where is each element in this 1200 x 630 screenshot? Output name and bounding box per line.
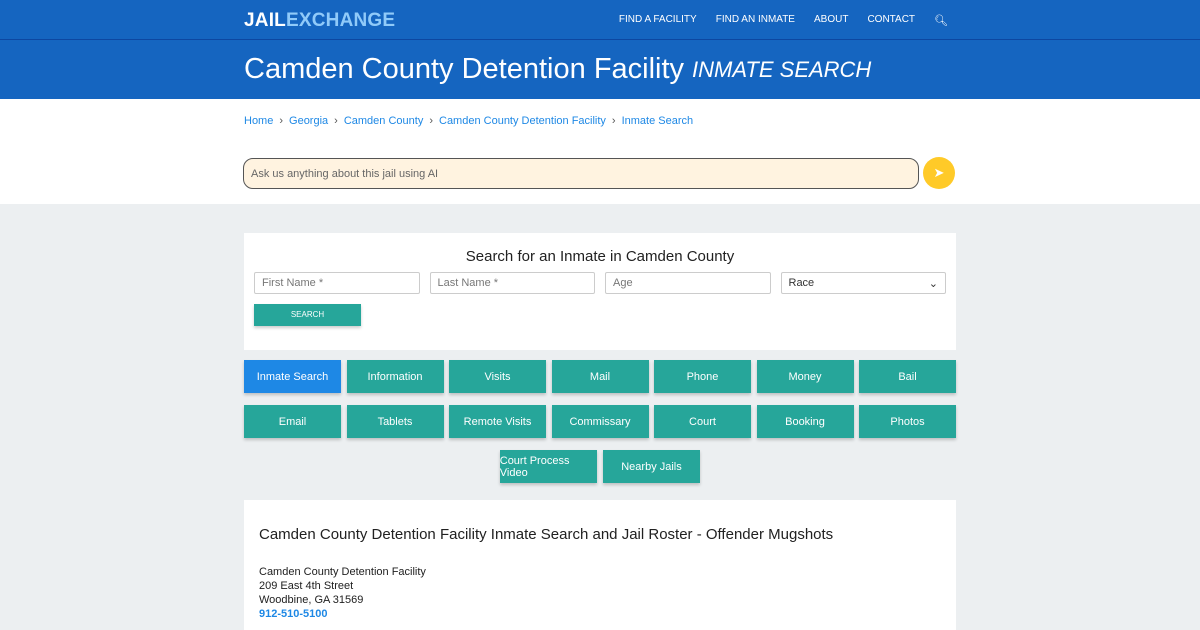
link-money[interactable]: Money [756, 360, 854, 393]
logo-text-accent: EXCHANGE [285, 10, 396, 31]
breadcrumb: Home › Georgia › Camden County › Camden Cou… [244, 115, 693, 127]
page-title: Camden County Detention Facility [244, 53, 685, 85]
race-select-value: Race [788, 277, 815, 289]
search-icon[interactable]: 🔍︎ [934, 15, 948, 27]
link-booking[interactable]: Booking [756, 405, 854, 438]
breadcrumb-county[interactable]: Camden County [343, 115, 424, 127]
nav-contact[interactable]: CONTACT [867, 14, 916, 25]
chevron-right-icon: › [279, 115, 284, 127]
inmate-search-card: Search for an Inmate in Camden County Fi… [244, 233, 956, 350]
link-phone[interactable]: Phone [654, 360, 751, 393]
chevron-right-icon: › [611, 115, 616, 127]
link-tablets[interactable]: Tablets [346, 405, 444, 438]
logo-text: JAIL [244, 10, 286, 31]
link-commissary[interactable]: Commissary [551, 405, 649, 438]
race-select[interactable]: Race ⌄ [780, 272, 946, 294]
link-court[interactable]: Court [654, 405, 751, 438]
chevron-right-icon: › [334, 115, 338, 127]
breadcrumb-current[interactable]: Inmate Search [621, 115, 694, 127]
logo[interactable]: JAILEXCHANGE [244, 10, 395, 32]
facility-info: Camden County Detention Facility Inmate … [244, 500, 956, 630]
link-court-process-video[interactable]: Court Process Video [499, 450, 598, 483]
age-input[interactable]: Age [605, 272, 771, 294]
link-email[interactable]: Email [244, 405, 341, 438]
breadcrumb-home[interactable]: Home [244, 115, 274, 127]
ai-question-input[interactable]: Ask us anything about this jail using AI [243, 158, 919, 189]
breadcrumb-state[interactable]: Georgia [289, 115, 329, 127]
info-heading: Camden County Detention Facility Inmate … [259, 526, 834, 543]
last-name-input[interactable]: Last Name * [429, 272, 595, 294]
link-bail[interactable]: Bail [859, 360, 956, 393]
search-button[interactable]: SEARCH [254, 304, 361, 326]
link-remote-visits[interactable]: Remote Visits [449, 405, 546, 438]
breadcrumb-facility[interactable]: Camden County Detention Facility [439, 115, 606, 127]
nav-find-facility[interactable]: FIND A FACILITY [618, 14, 697, 25]
nav-about[interactable]: ABOUT [813, 14, 849, 25]
breadcrumb-section: Home › Georgia › Camden County › Camden Cou… [0, 99, 1200, 204]
chevron-right-icon: › [429, 115, 433, 127]
link-photos[interactable]: Photos [859, 405, 956, 438]
paper-plane-icon: ➤ [933, 165, 945, 180]
top-nav: JAILEXCHANGE FIND A FACILITY FIND AN INM… [0, 0, 1200, 40]
search-heading: Search for an Inmate in Camden County [465, 248, 735, 265]
title-band: Camden County Detention Facility INMATE … [0, 40, 1200, 99]
link-information[interactable]: Information [346, 360, 444, 393]
facility-street: 209 East 4th Street [259, 580, 354, 592]
first-name-input[interactable]: First Name * [254, 272, 420, 294]
page-subtitle: INMATE SEARCH [692, 56, 872, 82]
send-button[interactable]: ➤ [923, 157, 955, 189]
facility-city: Woodbine, GA 31569 [259, 594, 364, 606]
link-inmate-search[interactable]: Inmate Search [244, 360, 341, 393]
chevron-down-icon: ⌄ [928, 278, 938, 290]
facility-name: Camden County Detention Facility [259, 566, 426, 578]
link-visits[interactable]: Visits [449, 360, 546, 393]
nav-find-inmate[interactable]: FIND AN INMATE [715, 14, 795, 25]
facility-links: Inmate Search Information Visits Mail Ph… [244, 360, 956, 495]
nav-menu: FIND A FACILITY FIND AN INMATE ABOUT CON… [619, 14, 948, 27]
facility-phone-link[interactable]: 912-510-5100 [259, 608, 328, 620]
link-nearby-jails[interactable]: Nearby Jails [602, 450, 701, 483]
link-mail[interactable]: Mail [551, 360, 649, 393]
